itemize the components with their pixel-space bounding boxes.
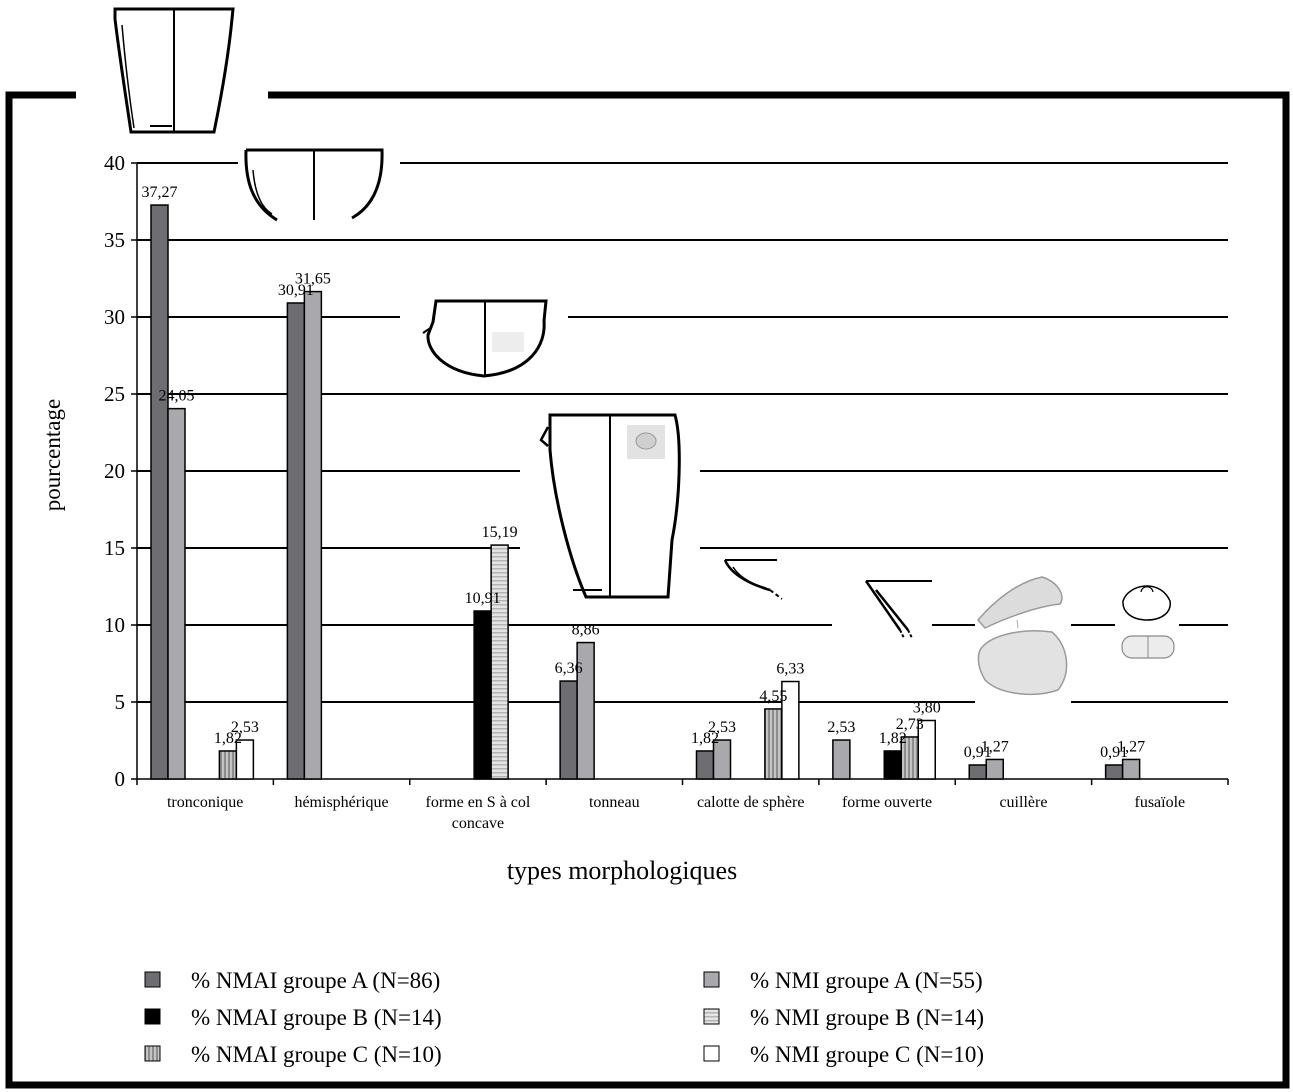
bar-tronconique-s4 [218,750,238,780]
bar-forme-ouverte-s5 [917,719,936,780]
bar-forme-en-S-à-col-concave-s3 [490,544,509,780]
y-tick-label: 30 [104,305,125,329]
y-tick-label: 25 [104,382,125,406]
bar-calotte-de-sphère-s5 [781,680,800,780]
bar-hémisphérique-s0 [286,302,306,780]
y-tick-label: 10 [104,613,125,637]
x-tick-label: tonneau [589,794,640,811]
spoon-drawing [975,574,1071,704]
x-axis-title: types morphologiques [507,856,737,885]
bar-value-label: 15,19 [482,524,518,541]
legend: % NMAI groupe A (N=86) % NMI groupe A (N=… [144,968,984,1067]
legend-label: % NMAI groupe C (N=10) [191,1042,442,1067]
bar-cuillère-s0 [968,764,987,780]
bars [150,204,1141,780]
legend-swatch [703,1008,720,1025]
bar-value-label: 6,36 [555,660,583,677]
x-tick-label: cuillère [999,794,1047,811]
legend-swatch [144,1045,161,1062]
bar-forme-en-S-à-col-concave-s2 [473,610,492,780]
y-tick-label: 15 [104,536,125,560]
bar-value-label: 24,05 [159,388,195,405]
legend-label: % NMAI groupe A (N=86) [191,968,440,993]
vessel-drawings [100,0,1179,704]
bar-calotte-de-sphère-s4 [764,708,783,780]
y-tick-label: 5 [115,690,126,714]
bar-value-label: 1,27 [1117,738,1145,755]
bar-value-label: 31,65 [295,271,331,288]
bar-calotte-de-sphère-s0 [695,750,715,780]
legend-label: % NMAI groupe B (N=14) [191,1005,442,1030]
bar-cuillère-s1 [985,758,1004,780]
bar-fusaïole-s0 [1104,764,1124,780]
bar-forme-ouverte-s2 [883,750,902,780]
bar-tronconique-s0 [150,204,169,780]
bar-value-label: 30,91 [278,282,314,299]
bar-value-label: 8,86 [572,622,600,639]
plot-area: 0 5 10 15 20 25 30 35 40 tronconique hémisphériqu… [104,151,1229,832]
x-tick-label: hémisphérique [294,794,388,811]
bar-value-label: 37,27 [142,184,178,201]
x-tick-label: fusaïole [1134,794,1185,811]
vessel-forme-en-s-drawing [400,292,568,386]
bar-value-label: 1,82 [879,730,907,747]
vessel-hemispherique-drawing [238,146,400,226]
legend-swatch [144,971,161,988]
legend-swatch [144,1008,161,1025]
x-tick-label: concave [452,815,504,832]
spindle-whorl-drawing [1115,580,1179,664]
y-tick-label: 35 [104,228,125,252]
vessel-forme-ouverte-drawing [832,572,932,640]
y-tick-label: 20 [104,459,125,483]
bar-forme-ouverte-s1 [832,739,851,780]
legend-label: % NMI groupe C (N=10) [750,1042,984,1067]
y-tick-label: 40 [104,151,125,175]
legend-label: % NMI groupe B (N=14) [750,1005,984,1030]
x-tick-label: calotte de sphère [697,794,805,811]
bar-value-label: 2,53 [827,719,855,736]
outer-border [5,91,1290,1089]
y-axis-title: pourcentage [40,399,65,511]
legend-swatch [703,1045,720,1062]
bar-value-label: 1,82 [214,730,242,747]
bar-value-label: 1,82 [691,730,719,747]
bar-tronconique-s5 [235,739,255,780]
bar-value-label: 2,53 [708,719,736,736]
bar-value-label: 4,55 [759,688,787,705]
y-tick-label: 0 [115,767,126,791]
bar-value-label: 3,80 [913,699,941,716]
vessel-tonneau-drawing [520,404,700,604]
bar-value-label: 0,91 [1100,744,1128,761]
bar-value-label: 6,33 [776,661,804,678]
bar-tonneau-s1 [576,641,595,780]
bar-tronconique-s1 [167,407,186,780]
bar-value-label: 2,53 [231,719,259,736]
bar-calotte-de-sphère-s1 [712,739,732,780]
vessel-calotte-drawing [723,559,783,600]
x-tick-label: forme en S à col [426,794,531,811]
x-tick-label: tronconique [167,794,243,811]
bar-value-label: 10,91 [465,590,501,607]
bar-value-label: 2,73 [896,716,924,733]
x-tick-label: forme ouverte [842,794,932,811]
legend-swatch [703,971,720,988]
bar-value-label: 0,91 [964,744,992,761]
bar-value-labels: 37,2724,051,822,5330,9131,6510,9115,196,… [142,184,1146,761]
legend-label: % NMI groupe A (N=55) [750,968,983,993]
bar-fusaïole-s1 [1121,758,1141,780]
bar-value-label: 1,27 [981,738,1009,755]
bar-tonneau-s0 [559,680,578,780]
vessel-tronconique-drawing [100,0,250,140]
x-axis: tronconique hémisphérique forme en S à col… [136,778,1229,832]
bar-hémisphérique-s1 [303,290,323,780]
y-axis: 0 5 10 15 20 25 30 35 40 [104,151,138,791]
